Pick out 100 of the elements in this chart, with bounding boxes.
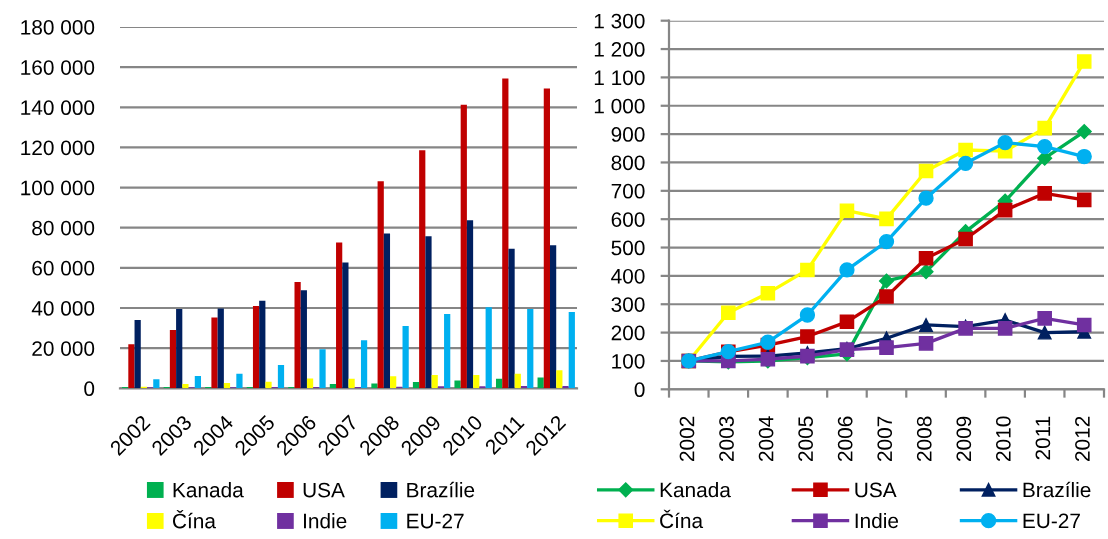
bar [182, 384, 189, 389]
bar [390, 376, 397, 389]
y-tick-label: 800 [611, 155, 645, 171]
point [997, 321, 1013, 336]
point [800, 329, 815, 344]
bar [537, 377, 544, 389]
point [918, 190, 934, 206]
y-tick-label: 80 000 [32, 220, 95, 236]
bar [402, 325, 409, 389]
x-tick-label: 2007 [877, 416, 893, 461]
bar [169, 330, 177, 389]
x-tick-label: 2011 [1035, 416, 1051, 460]
bar [437, 386, 445, 389]
bar [194, 376, 202, 389]
bar [556, 370, 563, 389]
bar [236, 373, 243, 389]
x-tick-label: 2006 [837, 416, 853, 461]
bar [514, 373, 521, 389]
bar [495, 378, 503, 389]
point [879, 289, 894, 304]
bar [454, 380, 461, 389]
y-tick-label: 40 000 [31, 301, 95, 316]
bar [294, 282, 301, 389]
point [918, 264, 934, 280]
point [1037, 138, 1053, 155]
bar [444, 314, 451, 389]
bar [128, 344, 135, 389]
point [997, 134, 1013, 151]
bar [383, 233, 391, 389]
point [958, 142, 973, 158]
bar [425, 236, 432, 389]
point [957, 155, 974, 171]
y-tick-label: 60 000 [32, 260, 95, 276]
point [1076, 317, 1092, 333]
point [721, 305, 736, 321]
bar [252, 306, 260, 389]
bar [300, 290, 307, 389]
legend-label: Čína [660, 509, 704, 529]
point [1076, 54, 1092, 69]
bar [377, 181, 384, 389]
x-tick-label: 2009 [956, 416, 972, 461]
legend-label: Kanada [173, 482, 244, 498]
bar [550, 245, 557, 389]
legend-label: Brazílie [1023, 481, 1091, 498]
bar [466, 220, 474, 389]
x-tick-label: 2005 [798, 416, 813, 461]
y-tick-label: 1 000 [594, 98, 645, 114]
bar [568, 312, 575, 389]
y-tick-label: 300 [611, 297, 645, 312]
legend-label: USA [303, 482, 345, 498]
y-tick-label: 100 [612, 353, 645, 369]
legend-label: EU-27 [407, 513, 464, 529]
y-tick-label: 200 [611, 325, 645, 341]
bar [217, 308, 224, 389]
point [1037, 120, 1052, 136]
y-tick-label: 1 100 [594, 70, 645, 86]
bar [460, 104, 467, 389]
point [919, 317, 933, 332]
point [839, 262, 855, 278]
y-tick-label: 0 [634, 382, 645, 398]
point [1037, 186, 1052, 201]
bar [223, 383, 231, 389]
bar [306, 378, 314, 389]
bar [211, 317, 218, 389]
y-tick-label: 100 000 [21, 180, 95, 196]
point [839, 314, 855, 330]
legend-label: Brazílie [407, 481, 475, 498]
x-tick-label: 2003 [719, 416, 734, 461]
y-tick-label: 700 [611, 183, 645, 199]
bar [371, 383, 378, 389]
x-tick-label: 2004 [758, 416, 774, 461]
point [878, 233, 895, 250]
point [918, 163, 934, 179]
bar [336, 242, 343, 389]
x-tick-label: 2012 [1075, 416, 1090, 461]
bar [412, 381, 420, 389]
y-tick-label: 160 000 [21, 60, 95, 75]
legend-label: Čína [172, 509, 216, 529]
bar [562, 386, 569, 389]
legend-label: Kanada [660, 482, 731, 498]
point [1076, 148, 1092, 165]
legend-label: USA [855, 482, 897, 498]
legend-label: Indie [855, 512, 899, 529]
x-tick-label: 2008 [916, 416, 932, 461]
bar [543, 88, 550, 389]
y-tick-label: 600 [611, 212, 645, 227]
bar [342, 262, 349, 389]
bar [431, 375, 438, 389]
y-tick-label: 0 [84, 381, 95, 397]
point [1037, 311, 1052, 326]
y-tick-label: 140 000 [21, 100, 95, 116]
bar [479, 386, 486, 389]
bar [527, 309, 534, 389]
point [879, 211, 894, 227]
point [1037, 325, 1052, 340]
legend-label: Indie [304, 513, 347, 529]
point [997, 202, 1013, 218]
bar [319, 349, 326, 389]
bar [485, 307, 492, 389]
bar [277, 365, 285, 389]
